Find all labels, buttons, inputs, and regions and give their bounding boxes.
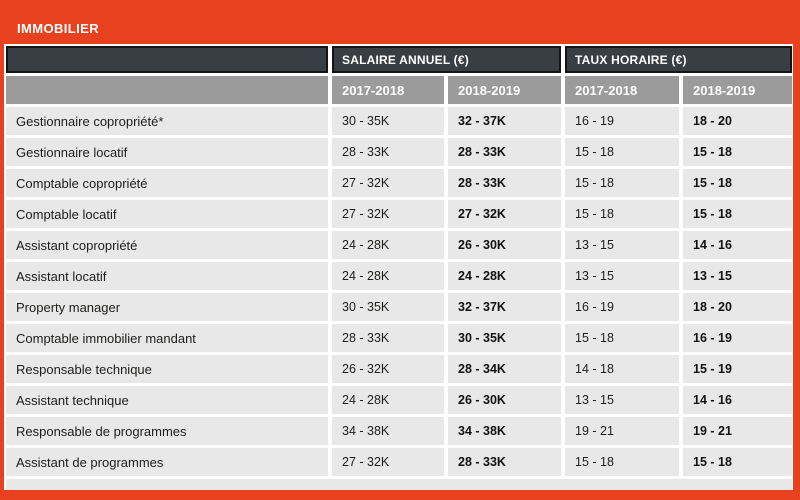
hourly-2018-2019-cell: 14 - 16 [683,386,792,414]
salary-2018-2019-cell: 30 - 35K [448,324,561,352]
salary-2018-2019-cell: 32 - 37K [448,107,561,135]
hourly-2018-2019-cell: 16 - 19 [683,324,792,352]
column-group-taux-horaire: TAUX HORAIRE (€) [565,46,792,73]
job-title-cell: Gestionnaire locatif [6,138,328,166]
salary-2018-2019-cell: 27 - 32K [448,200,561,228]
job-title-cell: Comptable immobilier mandant [6,324,328,352]
hourly-2017-2018-cell: 15 - 18 [565,138,679,166]
salary-2018-2019-cell: 28 - 33K [448,169,561,197]
job-title-cell: Comptable copropriété [6,169,328,197]
salary-2017-2018-cell: 27 - 32K [332,448,444,476]
salary-2017-2018-cell: 24 - 28K [332,386,444,414]
salary-2017-2018-cell: 34 - 38K [332,417,444,445]
hourly-2017-2018-cell: 13 - 15 [565,386,679,414]
hourly-2018-2019-cell: 18 - 20 [683,293,792,321]
hourly-2017-2018-cell: 15 - 18 [565,200,679,228]
job-title-cell: Responsable de programmes [6,417,328,445]
hourly-2018-2019-cell: 18 - 20 [683,107,792,135]
hourly-2018-2019-cell: 13 - 15 [683,262,792,290]
period-header-salary-2017-2018: 2017-2018 [332,76,444,104]
salary-2017-2018-cell: 28 - 33K [332,138,444,166]
hourly-2018-2019-cell: 14 - 16 [683,231,792,259]
hourly-2017-2018-cell: 19 - 21 [565,417,679,445]
hourly-2017-2018-cell: 16 - 19 [565,293,679,321]
salary-2018-2019-cell: 28 - 33K [448,448,561,476]
column-group-salaire-annuel: SALAIRE ANNUEL (€) [332,46,561,73]
section-header: IMMOBILIER [0,0,800,44]
hourly-2018-2019-cell: 15 - 18 [683,200,792,228]
period-header-empty [6,76,328,104]
section-title: IMMOBILIER [17,21,99,36]
salary-2018-2019-cell: 26 - 30K [448,231,561,259]
job-title-cell: Assistant locatif [6,262,328,290]
job-title-cell: Property manager [6,293,328,321]
hourly-2017-2018-cell: 13 - 15 [565,231,679,259]
hourly-2017-2018-cell: 14 - 18 [565,355,679,383]
salary-2017-2018-cell: 27 - 32K [332,169,444,197]
salary-2018-2019-cell: 34 - 38K [448,417,561,445]
salary-2018-2019-cell: 26 - 30K [448,386,561,414]
job-title-cell: Comptable locatif [6,200,328,228]
salary-2018-2019-cell: 28 - 34K [448,355,561,383]
salary-2018-2019-cell: 24 - 28K [448,262,561,290]
job-title-cell: Gestionnaire copropriété* [6,107,328,135]
hourly-2017-2018-cell: 15 - 18 [565,324,679,352]
job-title-cell: Assistant copropriété [6,231,328,259]
hourly-2018-2019-cell: 15 - 19 [683,355,792,383]
hourly-2018-2019-cell: 19 - 21 [683,417,792,445]
hourly-2017-2018-cell: 13 - 15 [565,262,679,290]
period-header-salary-2018-2019: 2018-2019 [448,76,561,104]
salary-2018-2019-cell: 32 - 37K [448,293,561,321]
corner-header-cell [6,46,328,73]
hourly-2017-2018-cell: 15 - 18 [565,448,679,476]
job-title-cell: Responsable technique [6,355,328,383]
job-title-cell: Assistant technique [6,386,328,414]
hourly-2018-2019-cell: 15 - 18 [683,169,792,197]
salary-2017-2018-cell: 24 - 28K [332,262,444,290]
hourly-2017-2018-cell: 16 - 19 [565,107,679,135]
salary-2017-2018-cell: 26 - 32K [332,355,444,383]
salary-2017-2018-cell: 24 - 28K [332,231,444,259]
period-header-hourly-2017-2018: 2017-2018 [565,76,679,104]
hourly-2018-2019-cell: 15 - 18 [683,138,792,166]
table-panel: SALAIRE ANNUEL (€) TAUX HORAIRE (€) 2017… [4,44,793,490]
hourly-2018-2019-cell: 15 - 18 [683,448,792,476]
salary-2017-2018-cell: 30 - 35K [332,107,444,135]
salary-2017-2018-cell: 28 - 33K [332,324,444,352]
salary-table: SALAIRE ANNUEL (€) TAUX HORAIRE (€) 2017… [6,46,792,490]
job-title-cell: Assistant de programmes [6,448,328,476]
salary-2017-2018-cell: 27 - 32K [332,200,444,228]
salary-2018-2019-cell: 28 - 33K [448,138,561,166]
hourly-2017-2018-cell: 15 - 18 [565,169,679,197]
table-footer-strip [6,479,792,490]
period-header-hourly-2018-2019: 2018-2019 [683,76,792,104]
salary-2017-2018-cell: 30 - 35K [332,293,444,321]
